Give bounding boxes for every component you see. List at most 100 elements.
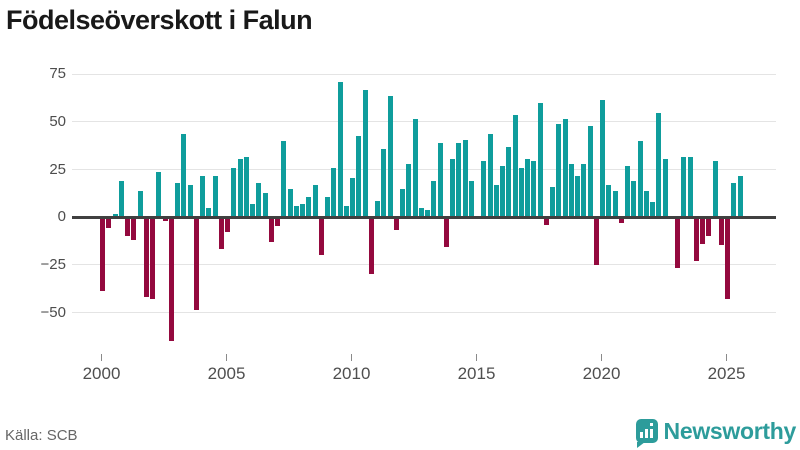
bar-q86	[637, 141, 643, 216]
logo-bar-icon	[644, 429, 648, 438]
bar-q67	[518, 168, 524, 216]
logo-dot-icon	[649, 423, 653, 426]
bar-q47	[393, 218, 399, 231]
gridline-y-75	[72, 73, 776, 75]
bar-q11	[168, 218, 174, 341]
x-tick-2010	[350, 354, 352, 361]
bar-q6	[137, 191, 143, 216]
bar-q80	[600, 99, 606, 216]
bar-q73	[556, 124, 562, 216]
bar-q30	[287, 189, 293, 216]
bar-q17	[206, 208, 212, 216]
bar-q12	[175, 183, 181, 216]
bar-q93	[681, 156, 687, 216]
x-tick-2005	[225, 354, 227, 361]
bar-q56	[450, 158, 456, 216]
x-axis-label: 2010	[332, 364, 371, 383]
bar-q23	[243, 156, 249, 216]
bar-q76	[575, 175, 581, 216]
y-axis-label: −25	[40, 255, 66, 273]
bar-q3	[118, 181, 124, 216]
bar-q43	[368, 218, 374, 275]
bar-q44	[375, 200, 381, 216]
brand-name: Newsworthy	[663, 417, 797, 444]
bar-q65	[506, 147, 512, 216]
gridline-y--25	[72, 264, 776, 266]
bar-q85	[631, 181, 637, 216]
bar-q20	[225, 218, 231, 233]
bar-q97	[706, 218, 712, 236]
bar-q40	[350, 177, 356, 216]
bar-q7	[143, 218, 149, 297]
bar-q74	[562, 118, 568, 216]
bar-q57	[456, 143, 462, 216]
bar-q1	[106, 218, 112, 229]
bar-q71	[543, 218, 549, 225]
x-axis-label: 2020	[582, 364, 621, 383]
bar-q78	[587, 126, 593, 216]
x-tick-2025	[725, 354, 727, 361]
bar-q64	[500, 166, 506, 216]
bar-q90	[662, 158, 668, 216]
bar-q27	[268, 218, 274, 242]
bar-q10	[162, 218, 168, 221]
newsworthy-bars-bubble-icon	[635, 419, 658, 448]
bar-q31	[293, 206, 299, 216]
bar-q84	[625, 166, 631, 216]
bar-q83	[618, 218, 624, 223]
bar-q37	[331, 168, 337, 216]
bar-q59	[468, 181, 474, 216]
bar-q15	[193, 218, 199, 311]
bar-q92	[675, 218, 681, 269]
bar-q63	[493, 185, 499, 216]
bar-q22	[237, 158, 243, 216]
y-axis-label: 25	[49, 160, 66, 178]
brand-logo: Newsworthy	[635, 415, 797, 448]
bar-q100	[725, 218, 731, 299]
bar-q19	[218, 218, 224, 250]
bar-q79	[593, 218, 599, 265]
bar-q46	[387, 95, 393, 216]
y-axis-label: 0	[57, 208, 66, 226]
bar-q18	[212, 175, 218, 216]
bar-q51	[418, 208, 424, 216]
x-axis-label: 2015	[457, 364, 496, 383]
bar-q41	[356, 135, 362, 216]
bar-q29	[281, 141, 287, 216]
gridline-y-25	[72, 169, 776, 171]
bar-q9	[156, 171, 162, 216]
x-axis-zero-line	[72, 215, 776, 219]
x-axis-label: 2000	[82, 364, 121, 383]
bar-q2	[112, 213, 118, 216]
bar-q8	[150, 218, 156, 299]
gridline-y--50	[72, 312, 776, 314]
bar-q42	[362, 89, 368, 216]
bar-q94	[687, 156, 693, 216]
bar-q72	[550, 187, 556, 216]
source-label: Källa: SCB	[5, 427, 78, 444]
x-tick-2015	[475, 354, 477, 361]
bar-q52	[425, 210, 431, 216]
x-axis-label: 2025	[707, 364, 746, 383]
y-axis-label: 50	[49, 112, 66, 130]
bar-q21	[231, 168, 237, 216]
bar-q4	[125, 218, 131, 236]
bar-q87	[643, 191, 649, 216]
bar-q24	[250, 204, 256, 216]
bar-q28	[275, 218, 281, 227]
bar-q102	[737, 175, 743, 216]
bar-q38	[337, 82, 343, 216]
bar-q0	[100, 218, 106, 292]
chart-title: Födelseöverskott i Falun	[6, 5, 313, 35]
bar-q50	[412, 118, 418, 216]
bar-q35	[318, 218, 324, 256]
bar-q26	[262, 192, 268, 216]
bar-q77	[581, 164, 587, 216]
bar-q95	[693, 218, 699, 261]
bar-q68	[525, 158, 531, 216]
x-axis-label: 2005	[207, 364, 246, 383]
bar-q81	[606, 185, 612, 216]
bar-q33	[306, 196, 312, 216]
bar-q88	[650, 202, 656, 216]
